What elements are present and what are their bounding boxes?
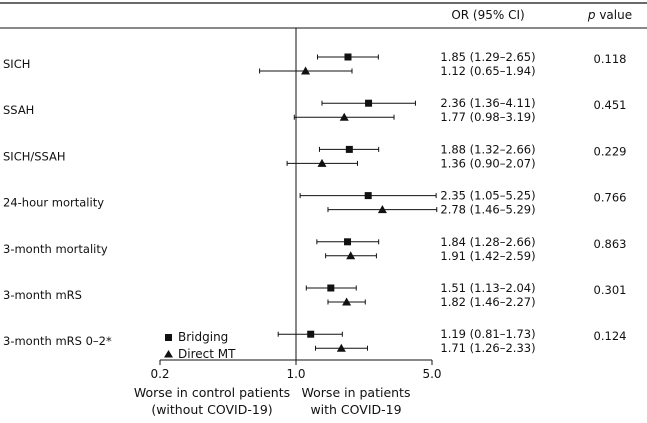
p-italic: p [587,8,596,22]
direct-or-ci-text: 1.82 (1.46–2.27) [440,295,535,309]
direct-triangle-marker [342,297,352,306]
row-outcome-label: 3-month mRS 0–2* [3,334,112,348]
or-column-header: OR (95% CI) [451,8,524,22]
direct-triangle-marker [336,343,346,352]
legend-triangle-marker [164,350,173,358]
row-p-value: 0.451 [594,98,627,112]
direct-triangle-marker [317,158,327,167]
x-tick-label: 0.2 [150,367,169,381]
forest-row: 3-month mRS 0–2* 1.19 (0.81–1.73)1.71 (1.… [3,327,626,355]
forest-row: 3-month mortality 1.84 (1.28–2.66)1.91 (1… [3,235,626,263]
bridging-square-marker [344,238,352,246]
forest-rows: SICH 1.85 (1.29–2.65)1.12 (0.65–1.94) 0.11… [3,50,626,355]
direct-or-ci-text: 1.36 (0.90–2.07) [440,156,535,170]
direct-or-ci-text: 2.78 (1.46–5.29) [440,203,535,217]
bridging-square-marker [365,99,373,107]
legend-label-direct: Direct MT [178,347,236,361]
row-outcome-label: 3-month mRS [3,288,82,302]
direct-or-ci-text: 1.91 (1.42–2.59) [440,249,535,263]
direct-triangle-marker [377,205,387,214]
x-axis-ticks: 0.2 1.0 5.0 [150,360,442,381]
forest-row: 24-hour mortality 2.35 (1.05–5.25)2.78 (1… [3,189,626,217]
bridging-square-marker [364,192,372,200]
legend-label-bridging: Bridging [178,330,228,344]
row-p-value: 0.229 [594,144,627,158]
row-outcome-label: SICH [3,57,30,71]
row-outcome-label: 3-month mortality [3,242,108,256]
forest-row: SSAH 2.36 (1.36–4.11)1.77 (0.98–3.19) 0.45… [3,96,626,124]
bridging-square-marker [345,145,353,153]
forest-row: SICH/SSAH 1.88 (1.32–2.66)1.36 (0.90–2.07… [3,142,626,170]
direct-or-ci-text: 1.71 (1.26–2.33) [440,341,535,355]
bridging-square-marker [344,53,352,61]
direct-or-ci-text: 1.12 (0.65–1.94) [440,64,535,78]
bridging-or-ci-text: 1.88 (1.32–2.66) [440,142,535,156]
x-desc-left-line2: (without COVID-19) [151,402,272,417]
bridging-or-ci-text: 1.85 (1.29–2.65) [440,50,535,64]
bridging-or-ci-text: 2.35 (1.05–5.25) [440,189,535,203]
direct-triangle-marker [301,66,311,75]
direct-triangle-marker [339,112,349,121]
bridging-or-ci-text: 1.51 (1.13–2.04) [440,281,535,295]
row-p-value: 0.118 [594,52,627,66]
direct-or-ci-text: 1.77 (0.98–3.19) [440,110,535,124]
x-desc-left-line1: Worse in control patients [134,385,290,400]
legend: Bridging Direct MT [164,330,236,361]
forest-row: 3-month mRS 1.51 (1.13–2.04)1.82 (1.46–2.… [3,281,626,309]
direct-triangle-marker [346,251,356,260]
row-p-value: 0.863 [594,237,627,251]
row-p-value: 0.766 [594,191,627,205]
p-rest: value [596,8,633,22]
row-outcome-label: SICH/SSAH [3,149,66,163]
x-desc-right-line1: Worse in patients [302,385,411,400]
row-outcome-label: SSAH [3,103,34,117]
bridging-square-marker [327,284,335,292]
p-value-column-header: p value [587,8,632,22]
bridging-square-marker [307,330,315,338]
x-tick-label: 5.0 [422,367,441,381]
row-p-value: 0.124 [594,329,627,343]
bridging-or-ci-text: 1.84 (1.28–2.66) [440,235,535,249]
x-tick-label: 1.0 [286,367,305,381]
forest-row: SICH 1.85 (1.29–2.65)1.12 (0.65–1.94) 0.11… [3,50,626,78]
x-desc-right-line2: with COVID-19 [310,402,401,417]
bridging-or-ci-text: 2.36 (1.36–4.11) [440,96,535,110]
legend-square-marker [165,334,172,341]
row-p-value: 0.301 [594,283,627,297]
bridging-or-ci-text: 1.19 (0.81–1.73) [440,327,535,341]
row-outcome-label: 24-hour mortality [3,196,104,210]
